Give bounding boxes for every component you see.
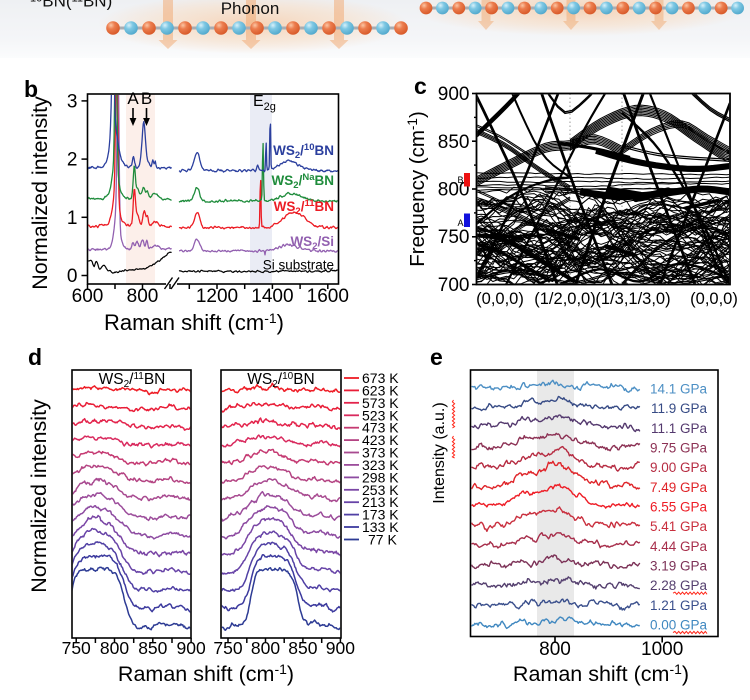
- svg-text:5.41 GPa: 5.41 GPa: [650, 519, 708, 534]
- svg-text:473 K: 473 K: [362, 420, 399, 436]
- svg-text:(1/3,1/3,0): (1/3,1/3,0): [595, 290, 670, 308]
- svg-text:Si substrate: Si substrate: [263, 258, 334, 273]
- svg-text:800: 800: [539, 639, 571, 660]
- svg-text:750: 750: [213, 638, 242, 658]
- svg-text:3: 3: [67, 91, 78, 112]
- svg-text:Intensity (a.u.): Intensity (a.u.): [431, 402, 448, 503]
- svg-text:213 K: 213 K: [362, 494, 399, 510]
- svg-text:298 K: 298 K: [362, 469, 399, 485]
- svg-text:6.55 GPa: 6.55 GPa: [650, 500, 708, 515]
- svg-text:B: B: [457, 175, 463, 185]
- svg-text:9.00 GPa: 9.00 GPa: [650, 460, 708, 475]
- svg-text:(0,0,0): (0,0,0): [690, 290, 738, 308]
- svg-text:Normalized intensity: Normalized intensity: [28, 96, 52, 290]
- svg-text:623 K: 623 K: [362, 382, 399, 398]
- svg-text:1200: 1200: [196, 286, 238, 307]
- svg-text:373 K: 373 K: [362, 445, 399, 461]
- svg-text:850: 850: [288, 638, 317, 658]
- svg-text:WS2/10BN: WS2/10BN: [247, 371, 315, 390]
- svg-text:900: 900: [326, 638, 355, 658]
- svg-text:WS2/11BN: WS2/11BN: [274, 198, 334, 217]
- svg-text:Raman shift (cm-1): Raman shift (cm-1): [513, 661, 689, 686]
- svg-text:523 K: 523 K: [362, 407, 399, 423]
- svg-text:423 K: 423 K: [362, 432, 399, 448]
- svg-text:Normalized intensity: Normalized intensity: [27, 399, 51, 593]
- svg-text:0: 0: [67, 266, 78, 287]
- svg-text:323 K: 323 K: [362, 457, 399, 473]
- svg-text:A: A: [127, 89, 139, 108]
- svg-text:750: 750: [62, 638, 91, 658]
- svg-text:800: 800: [251, 638, 280, 658]
- svg-text:e: e: [430, 344, 443, 370]
- svg-text:1600: 1600: [307, 286, 349, 307]
- svg-text:(0,0,0): (0,0,0): [476, 290, 524, 308]
- svg-text:900: 900: [176, 638, 205, 658]
- svg-text:253 K: 253 K: [362, 482, 399, 498]
- svg-text:11.1 GPa: 11.1 GPa: [651, 421, 708, 436]
- svg-text:3.19 GPa: 3.19 GPa: [650, 559, 708, 574]
- svg-text:1: 1: [67, 208, 78, 229]
- svg-text:9.75 GPa: 9.75 GPa: [650, 441, 708, 456]
- svg-text:2: 2: [67, 150, 78, 171]
- svg-text:7.49 GPa: 7.49 GPa: [650, 480, 708, 495]
- svg-text:A: A: [457, 218, 463, 228]
- svg-text:573 K: 573 K: [362, 395, 399, 411]
- svg-text:77 K: 77 K: [368, 532, 397, 548]
- svg-text:850: 850: [438, 132, 470, 153]
- svg-text:14.1 GPa: 14.1 GPa: [650, 382, 708, 397]
- svg-text:1.21 GPa: 1.21 GPa: [650, 598, 708, 613]
- svg-text:800: 800: [438, 180, 470, 201]
- svg-text:4.44 GPa: 4.44 GPa: [650, 539, 708, 554]
- svg-text:Raman shift (cm-1): Raman shift (cm-1): [104, 310, 284, 335]
- svg-text:850: 850: [138, 638, 167, 658]
- svg-text:Raman shift (cm-1): Raman shift (cm-1): [118, 661, 294, 686]
- svg-text:(1/2,0,0): (1/2,0,0): [534, 290, 595, 308]
- svg-text:173 K: 173 K: [362, 507, 399, 523]
- svg-text:673 K: 673 K: [362, 370, 399, 386]
- svg-text:c: c: [414, 73, 427, 99]
- svg-text:2.28 GPa: 2.28 GPa: [650, 578, 708, 593]
- svg-text:b: b: [24, 76, 38, 102]
- svg-text:750: 750: [438, 227, 470, 248]
- svg-text:0.00 GPa: 0.00 GPa: [650, 618, 708, 633]
- svg-text:Frequency (cm-1): Frequency (cm-1): [405, 111, 429, 267]
- svg-text:1000: 1000: [641, 639, 683, 660]
- svg-text:600: 600: [72, 286, 104, 307]
- svg-text:800: 800: [100, 638, 129, 658]
- svg-text:700: 700: [438, 275, 470, 296]
- svg-text:Phonon: Phonon: [221, 0, 280, 18]
- svg-text:WS2/NaBN: WS2/NaBN: [272, 172, 334, 191]
- svg-text:11.9 GPa: 11.9 GPa: [651, 401, 708, 416]
- svg-text:10BN(11BN): 10BN(11BN): [30, 0, 112, 11]
- svg-text:d: d: [28, 344, 42, 370]
- svg-text:1400: 1400: [251, 286, 293, 307]
- svg-text:133 K: 133 K: [362, 519, 399, 535]
- svg-text:800: 800: [127, 286, 159, 307]
- svg-text:WS2/10BN: WS2/10BN: [273, 142, 334, 161]
- svg-text:WS2/11BN: WS2/11BN: [99, 371, 166, 390]
- svg-text:WS2/Si: WS2/Si: [290, 234, 334, 252]
- svg-text:B: B: [141, 89, 152, 108]
- svg-text:900: 900: [438, 84, 470, 105]
